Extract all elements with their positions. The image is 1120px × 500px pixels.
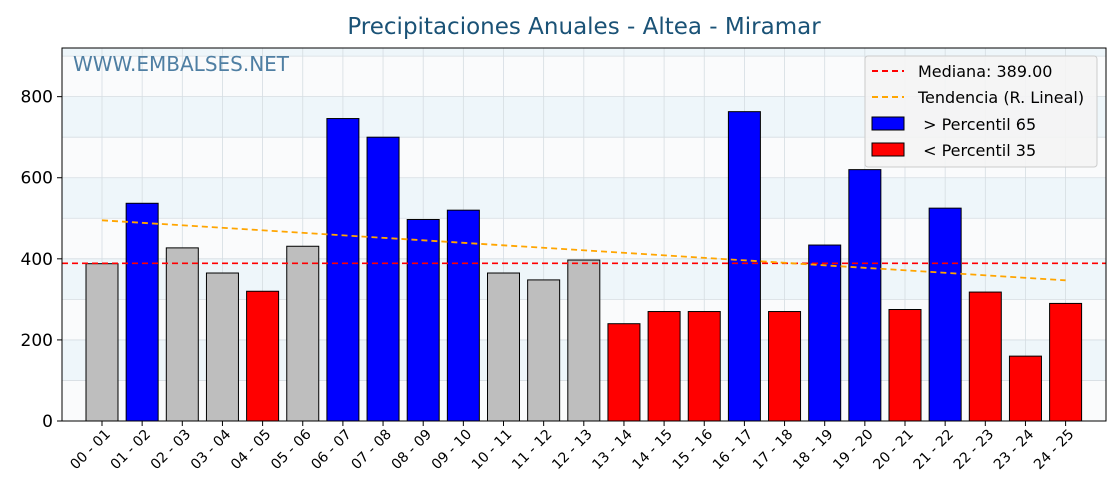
bar bbox=[85, 263, 119, 422]
x-tick-label: 17 - 18 bbox=[750, 427, 796, 473]
bar bbox=[808, 244, 842, 422]
y-axis: 0 200 400 600 800 bbox=[21, 88, 62, 432]
bar bbox=[607, 323, 641, 422]
x-tick-label: 23 - 24 bbox=[991, 426, 1037, 472]
legend-high-label: > Percentil 65 bbox=[918, 115, 1036, 134]
x-tick-label: 16 - 17 bbox=[710, 427, 756, 473]
bar bbox=[768, 311, 802, 422]
bar bbox=[1049, 302, 1083, 422]
legend: Mediana: 389.00 Tendencia (R. Lineal) > … bbox=[864, 55, 1098, 168]
x-tick-label: 24 - 25 bbox=[1031, 427, 1077, 473]
x-tick-label: 11 - 12 bbox=[509, 427, 555, 473]
y-tick-label: 0 bbox=[42, 412, 53, 432]
legend-trend-label: Tendencia (R. Lineal) bbox=[917, 88, 1084, 107]
bar bbox=[848, 169, 882, 422]
legend-median-label: Mediana: 389.00 bbox=[918, 62, 1052, 81]
x-tick-label: 14 - 15 bbox=[630, 427, 676, 473]
legend-box bbox=[864, 55, 1098, 168]
bar bbox=[567, 259, 601, 422]
x-tick-label: 19 - 20 bbox=[830, 427, 876, 473]
trend-line bbox=[101, 219, 1066, 282]
x-tick-label: 22 - 23 bbox=[951, 427, 997, 473]
bar bbox=[205, 272, 239, 422]
bar bbox=[366, 136, 400, 422]
x-tick-label: 01 - 02 bbox=[108, 427, 154, 473]
x-tick-label: 09 - 10 bbox=[429, 427, 475, 473]
y-tick-label: 400 bbox=[21, 250, 53, 270]
chart-title: Precipitaciones Anuales - Altea - Mirama… bbox=[347, 14, 821, 40]
bar bbox=[968, 291, 1002, 422]
x-tick-label: 02 - 03 bbox=[148, 427, 194, 473]
bar bbox=[1008, 355, 1042, 422]
bar bbox=[165, 247, 199, 422]
x-tick-label: 08 - 09 bbox=[389, 427, 435, 473]
y-tick-label: 600 bbox=[21, 169, 53, 189]
x-tick-label: 18 - 19 bbox=[790, 427, 836, 473]
reference-lines bbox=[62, 219, 1106, 282]
y-tick-label: 800 bbox=[21, 88, 53, 108]
x-tick-label: 10 - 11 bbox=[469, 427, 515, 473]
bar bbox=[928, 207, 962, 422]
bar bbox=[246, 290, 280, 422]
bar bbox=[406, 218, 440, 422]
x-tick-label: 20 - 21 bbox=[870, 427, 916, 473]
x-tick-label: 03 - 04 bbox=[188, 426, 234, 472]
x-tick-label: 07 - 08 bbox=[348, 427, 394, 473]
legend-high-swatch bbox=[871, 116, 905, 131]
y-tick-label: 200 bbox=[21, 331, 53, 351]
x-tick-label: 05 - 06 bbox=[268, 426, 314, 472]
legend-low-swatch bbox=[871, 142, 905, 157]
x-tick-label: 13 - 14 bbox=[589, 426, 635, 472]
bar bbox=[647, 311, 681, 422]
x-tick-label: 00 - 01 bbox=[67, 427, 113, 473]
x-tick-label: 04 - 05 bbox=[228, 427, 274, 473]
bars bbox=[85, 111, 1083, 422]
bar bbox=[527, 279, 561, 422]
bar bbox=[326, 118, 360, 422]
x-tick-label: 12 - 13 bbox=[549, 427, 595, 473]
x-tick-label: 21 - 22 bbox=[911, 427, 957, 473]
watermark: WWW.EMBALSES.NET bbox=[73, 52, 290, 76]
x-tick-label: 15 - 16 bbox=[670, 426, 716, 472]
bar bbox=[687, 311, 721, 422]
bar bbox=[727, 111, 761, 422]
x-tick-label: 06 - 07 bbox=[308, 427, 354, 473]
bar bbox=[286, 245, 320, 422]
bar bbox=[888, 309, 922, 422]
bar bbox=[487, 272, 520, 422]
legend-low-label: < Percentil 35 bbox=[918, 141, 1036, 160]
bar bbox=[125, 202, 159, 422]
